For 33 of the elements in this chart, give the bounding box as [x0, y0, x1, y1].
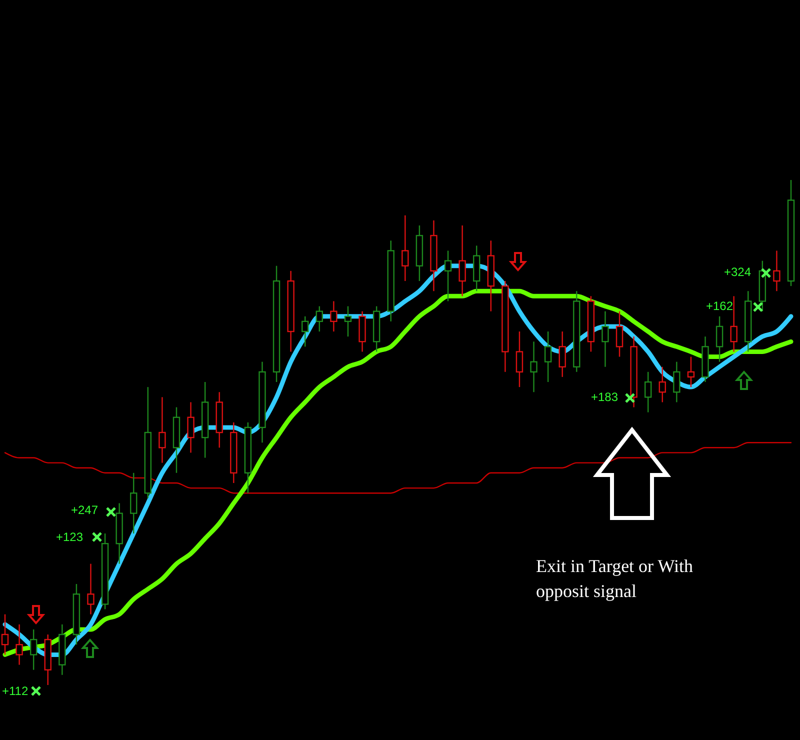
candlestick: [544, 330, 552, 383]
candlestick: [530, 341, 538, 393]
candlestick: [716, 316, 724, 362]
candlestick: [330, 300, 338, 332]
annotation: +247: [71, 503, 98, 517]
candlestick: [687, 356, 695, 388]
candlestick: [187, 402, 194, 454]
candlestick: [644, 371, 652, 413]
candlestick: [773, 250, 780, 292]
candlestick: [130, 472, 138, 534]
candlestick: [402, 214, 409, 282]
annotation: +112: [2, 684, 28, 698]
candlestick: [602, 310, 609, 368]
candlestick: [158, 396, 166, 464]
candlestick: [673, 361, 680, 403]
candlestick: [16, 624, 23, 666]
candlestick: [516, 330, 524, 388]
candlestick: [1, 614, 9, 656]
annotation: +183: [591, 390, 618, 404]
candlestick: [658, 366, 666, 403]
annotation: +162: [706, 299, 734, 313]
candlestick: [316, 306, 323, 332]
candlestick: [458, 224, 466, 297]
candlestick: [30, 628, 38, 670]
annotation: +324: [724, 265, 752, 279]
candlestick: [344, 306, 352, 338]
candlestick: [558, 330, 566, 378]
annotation: +123: [56, 530, 84, 544]
candlestick: [302, 316, 309, 348]
candlestick: [87, 563, 94, 615]
annotation: Exit in Target or With opposit signal: [536, 556, 693, 601]
candlestick: [616, 310, 624, 358]
candlestick: [444, 250, 452, 302]
